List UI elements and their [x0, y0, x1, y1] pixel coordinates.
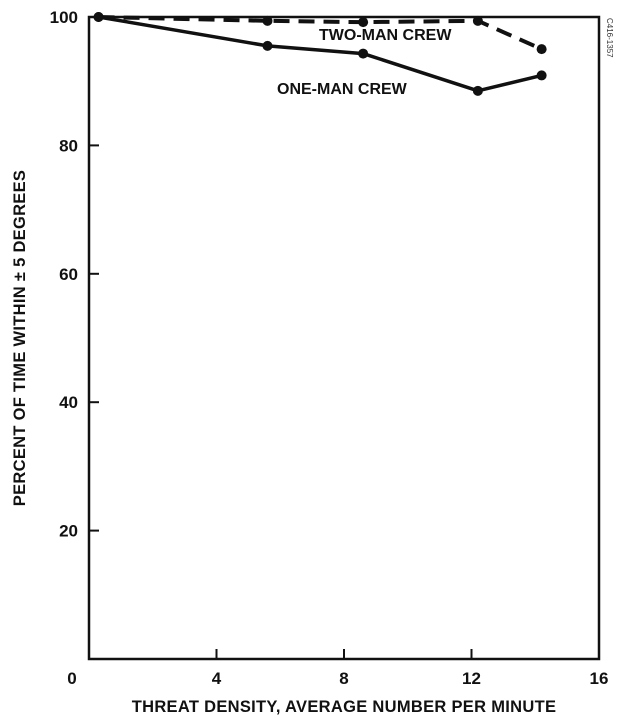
y-tick-label: 80: [59, 136, 78, 155]
x-tick-label: 8: [339, 669, 348, 688]
y-tick-label: 100: [50, 8, 78, 27]
x-tick-label: 16: [590, 669, 609, 688]
data-point: [93, 12, 104, 22]
y-tick-label: 40: [59, 393, 78, 412]
plot-frame: [87, 15, 601, 661]
series-points: [93, 12, 547, 96]
x-tick-label: 4: [212, 669, 222, 688]
data-point: [262, 15, 273, 26]
y-tick-label: 20: [59, 522, 78, 541]
y-axis-ticks: 20 40 60 80 100: [50, 8, 99, 541]
figure-code-label: C416-1357: [605, 18, 614, 58]
y-axis-title: PERCENT OF TIME WITHIN ± 5 DEGREES: [11, 170, 29, 506]
data-point: [536, 70, 547, 81]
y-tick-label: 60: [59, 265, 78, 284]
x-tick-label: 12: [462, 669, 481, 688]
one-man-crew-label: ONE-MAN CREW: [277, 81, 408, 98]
data-point: [536, 44, 547, 55]
data-point: [262, 40, 273, 51]
data-point: [358, 17, 369, 28]
x-tick-label: 0: [67, 669, 76, 688]
data-point: [358, 48, 369, 59]
data-point: [472, 85, 483, 96]
x-axis-ticks: 0 4 8 12 16: [67, 649, 608, 688]
x-axis-title: THREAT DENSITY, AVERAGE NUMBER PER MINUT…: [132, 698, 557, 716]
two-man-crew-label: TWO-MAN CREW: [319, 27, 452, 44]
data-point: [472, 15, 483, 26]
